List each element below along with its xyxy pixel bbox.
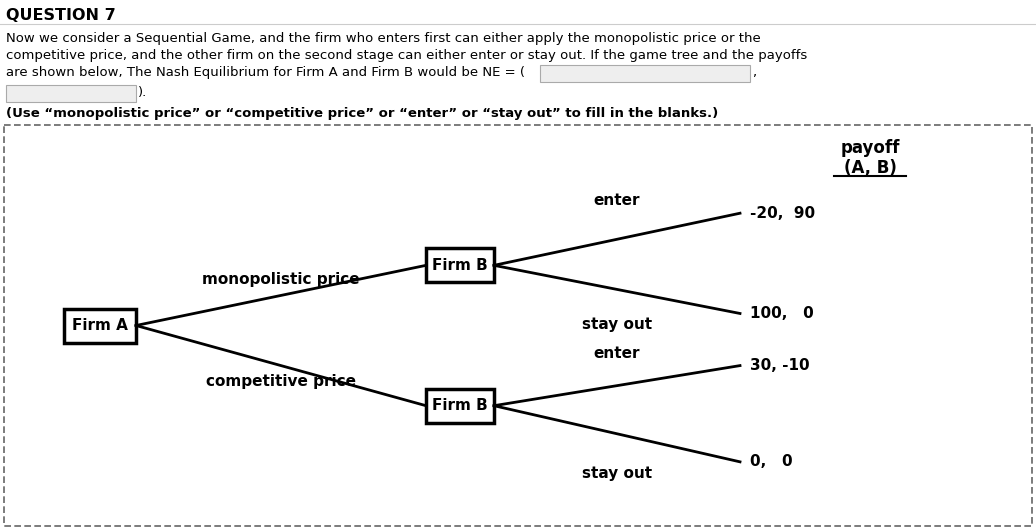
Text: 30, -10: 30, -10 — [750, 358, 809, 373]
Text: QUESTION 7: QUESTION 7 — [6, 8, 116, 23]
Text: enter: enter — [594, 346, 640, 361]
Text: Firm B: Firm B — [432, 258, 488, 273]
FancyBboxPatch shape — [6, 85, 136, 102]
FancyBboxPatch shape — [426, 248, 494, 282]
Text: stay out: stay out — [582, 317, 652, 333]
Text: Now we consider a Sequential Game, and the firm who enters first can either appl: Now we consider a Sequential Game, and t… — [6, 32, 760, 45]
Text: Firm A: Firm A — [73, 318, 127, 333]
FancyBboxPatch shape — [426, 389, 494, 423]
Text: (A, B): (A, B) — [843, 159, 896, 177]
FancyBboxPatch shape — [64, 308, 136, 343]
Text: (Use “monopolistic price” or “competitive price” or “enter” or “stay out” to fil: (Use “monopolistic price” or “competitiv… — [6, 107, 718, 120]
Text: -20,  90: -20, 90 — [750, 206, 815, 221]
Text: monopolistic price: monopolistic price — [202, 272, 359, 287]
Text: ).: ). — [138, 86, 147, 99]
Text: 0,   0: 0, 0 — [750, 454, 793, 469]
Text: ,: , — [752, 66, 756, 79]
Text: are shown below, The Nash Equilibrium for Firm A and Firm B would be NE = (: are shown below, The Nash Equilibrium fo… — [6, 66, 525, 79]
Text: payoff: payoff — [840, 139, 899, 157]
Text: competitive price, and the other firm on the second stage can either enter or st: competitive price, and the other firm on… — [6, 49, 807, 62]
Text: competitive price: competitive price — [206, 374, 356, 389]
FancyBboxPatch shape — [540, 65, 750, 82]
Text: 100,   0: 100, 0 — [750, 306, 813, 321]
Text: Firm B: Firm B — [432, 398, 488, 413]
Text: enter: enter — [594, 193, 640, 208]
FancyBboxPatch shape — [4, 125, 1032, 526]
Text: stay out: stay out — [582, 466, 652, 481]
